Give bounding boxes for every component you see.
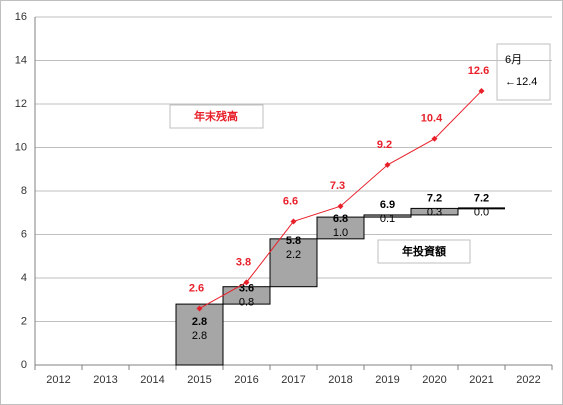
annotation: 6月 <box>505 54 522 66</box>
data-label: 3.8 <box>236 256 251 268</box>
x-tick-label: 2014 <box>140 374 164 386</box>
value-label: 0.3 <box>427 206 442 218</box>
value-label: 0.8 <box>239 297 254 309</box>
y-tick-label: 14 <box>15 54 27 66</box>
value-label: 0.0 <box>474 206 489 218</box>
total-label: 6.9 <box>380 199 395 211</box>
legend-box <box>169 104 264 129</box>
legend-label: 年末残高 <box>194 109 238 123</box>
legend-label: 年投資額 <box>402 244 446 258</box>
bar <box>410 207 459 216</box>
marker <box>290 218 297 225</box>
total-label: 6.8 <box>333 213 348 225</box>
total-label: 3.6 <box>239 283 254 295</box>
y-tick-label: 6 <box>21 228 27 240</box>
x-tick-label: 2012 <box>46 374 70 386</box>
value-label: 1.0 <box>333 227 348 239</box>
annotation: ←12.4 <box>505 76 537 88</box>
y-tick-label: 2 <box>21 315 27 327</box>
marker <box>431 135 438 142</box>
y-tick-label: 10 <box>15 141 27 153</box>
bar <box>175 303 224 366</box>
legend-box <box>377 239 471 264</box>
data-label: 10.4 <box>421 113 443 125</box>
data-label: 7.3 <box>330 180 345 192</box>
marker <box>337 203 344 210</box>
data-label: 6.6 <box>283 195 298 207</box>
y-tick-label: 4 <box>21 272 27 284</box>
value-label: 0.1 <box>380 213 395 225</box>
y-tick-label: 16 <box>15 11 27 23</box>
x-tick-label: 2018 <box>328 374 352 386</box>
x-tick-label: 2013 <box>93 374 117 386</box>
value-label: 2.8 <box>192 330 207 342</box>
data-label: 2.6 <box>189 282 204 294</box>
y-tick-label: 12 <box>15 98 27 110</box>
marker <box>478 87 485 94</box>
marker <box>384 161 391 168</box>
data-label: 12.6 <box>468 65 489 77</box>
bar <box>363 214 412 218</box>
total-label: 7.2 <box>474 192 489 204</box>
bar <box>316 216 365 240</box>
x-tick-label: 2022 <box>516 374 540 386</box>
marker <box>196 305 203 312</box>
total-label: 5.8 <box>286 235 301 247</box>
bar <box>269 238 318 288</box>
total-label: 7.2 <box>427 192 442 204</box>
x-tick-label: 2020 <box>422 374 446 386</box>
marker <box>243 279 250 286</box>
y-tick-label: 0 <box>21 359 27 371</box>
x-tick-label: 2017 <box>281 374 305 386</box>
x-tick-label: 2021 <box>469 374 493 386</box>
value-label: 2.2 <box>286 249 301 261</box>
total-label: 2.8 <box>192 316 207 328</box>
x-tick-label: 2019 <box>375 374 399 386</box>
x-tick-label: 2016 <box>234 374 258 386</box>
annotation-box <box>496 43 551 101</box>
y-tick-label: 8 <box>21 185 27 197</box>
x-tick-label: 2015 <box>187 374 211 386</box>
data-label: 9.2 <box>377 139 392 151</box>
